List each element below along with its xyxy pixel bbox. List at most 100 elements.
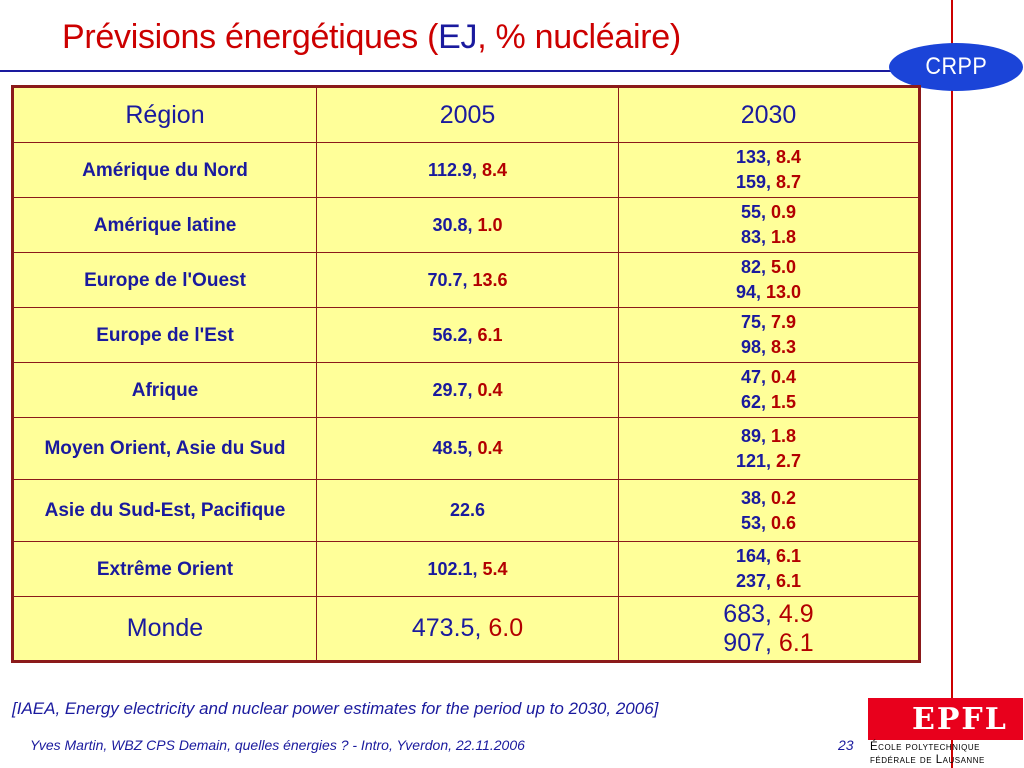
value-line: 907, 6.1	[621, 629, 916, 658]
energy-value: 102.1	[427, 558, 473, 579]
region-cell: Afrique	[12, 362, 317, 418]
value-cell-2030: 133, 8.4 159, 8.7	[618, 142, 920, 198]
value-line: 70.7, 13.6	[319, 268, 616, 293]
energy-value: 907	[723, 628, 766, 657]
value-cell-2005: 56.2, 6.1	[316, 307, 619, 363]
table-row: Amérique latine 30.8, 1.0 55, 0.9 83, 1.8	[12, 197, 920, 253]
energy-value: 98	[740, 337, 761, 357]
nuclear-percent-value: 0.4	[477, 379, 503, 400]
value-separator: ,	[760, 392, 771, 412]
nuclear-percent-value: 6.0	[488, 614, 524, 642]
crpp-logo-text: CRPP	[925, 53, 987, 80]
value-separator: ,	[760, 337, 771, 357]
page-title: Prévisions énergétiques (EJ, % nucléaire…	[62, 18, 681, 57]
epfl-logo: EPFL	[868, 698, 1023, 740]
energy-value: 47	[740, 367, 761, 387]
value-line: 30.8, 1.0	[319, 213, 616, 238]
value-separator: ,	[472, 159, 483, 180]
value-separator: ,	[462, 269, 473, 290]
crpp-logo: CRPP	[889, 43, 1023, 91]
value-line: 683, 4.9	[621, 600, 916, 629]
value-line: 48.5, 0.4	[319, 436, 616, 461]
energy-value: 48.5	[432, 438, 468, 458]
value-cell-2030: 164, 6.1 237, 6.1	[618, 541, 920, 597]
value-line: 38, 0.2	[621, 486, 916, 511]
energy-value: 121	[735, 450, 766, 471]
value-cell-2005: 22.6	[316, 479, 619, 542]
nuclear-percent-value: 6.1	[776, 546, 802, 566]
value-separator: ,	[766, 172, 777, 192]
value-line: 112.9, 8.4	[319, 158, 616, 183]
energy-value: 473.5	[411, 614, 475, 642]
table-row: Europe de l'Est 56.2, 6.1 75, 7.9 98, 8.3	[12, 307, 920, 363]
energy-value: 133	[735, 147, 766, 167]
footer-text: Yves Martin, WBZ CPS Demain, quelles éne…	[30, 737, 525, 753]
nuclear-percent-value: 1.8	[771, 425, 797, 446]
table-row: Asie du Sud-Est, Pacifique 22.6 38, 0.2 53,…	[12, 479, 920, 542]
value-separator: ,	[765, 599, 779, 628]
energy-value: 55	[740, 202, 761, 222]
value-cell-2005: 48.5, 0.4	[316, 417, 619, 480]
table-row: Amérique du Nord 112.9, 8.4 133, 8.4 159, 8…	[12, 142, 920, 198]
value-separator: ,	[760, 487, 771, 508]
title-text-3: )	[669, 18, 681, 56]
region-cell: Europe de l'Ouest	[12, 252, 317, 308]
value-cell-2005: 70.7, 13.6	[316, 252, 619, 308]
nuclear-percent-value: 0.4	[477, 438, 503, 458]
nuclear-percent-value: 6.1	[776, 571, 802, 591]
energy-value: 683	[723, 599, 766, 628]
source-citation: [IAEA, Energy electricity and nuclear po…	[12, 699, 659, 718]
value-line: 102.1, 5.4	[319, 557, 616, 582]
page-number: 23	[838, 737, 854, 753]
value-separator: ,	[766, 546, 777, 566]
energy-value: 82	[740, 257, 761, 277]
nuclear-percent-value: 1.8	[771, 227, 797, 247]
energy-value: 159	[735, 172, 766, 192]
nuclear-percent-value: 5.0	[771, 257, 797, 277]
energy-value: 22.6	[449, 500, 486, 520]
table-header-row: Région 2005 2030	[12, 86, 920, 143]
value-separator: ,	[760, 312, 771, 332]
energy-value: 29.7	[432, 379, 468, 400]
region-cell: Amérique du Nord	[12, 142, 317, 198]
value-line: 53, 0.6	[621, 511, 916, 536]
region-cell: Amérique latine	[12, 197, 317, 253]
value-cell-2005: 112.9, 8.4	[316, 142, 619, 198]
value-line: 83, 1.8	[621, 225, 916, 250]
value-cell-2005: 473.5, 6.0	[316, 596, 619, 662]
table-row: Afrique 29.7, 0.4 47, 0.4 62, 1.5	[12, 362, 920, 418]
value-cell-2005: 102.1, 5.4	[316, 541, 619, 597]
value-separator: ,	[765, 628, 779, 657]
value-line: 159, 8.7	[621, 170, 916, 195]
column-header-region: Région	[12, 86, 317, 143]
title-text-2: , % nucléaire	[477, 18, 670, 56]
title-divider	[0, 70, 930, 72]
value-line: 98, 8.3	[621, 335, 916, 360]
value-line: 473.5, 6.0	[319, 614, 616, 643]
value-separator: ,	[760, 367, 771, 387]
energy-value: 112.9	[427, 159, 472, 180]
energy-value: 70.7	[427, 269, 463, 290]
region-cell: Monde	[12, 596, 317, 662]
value-separator: ,	[467, 379, 478, 400]
energy-value: 83	[740, 227, 761, 247]
table-row: Europe de l'Ouest 70.7, 13.6 82, 5.0 94, 13…	[12, 252, 920, 308]
table-row: Extrême Orient 102.1, 5.4 164, 6.1 237, 6.1	[12, 541, 920, 597]
title-unit-ej: EJ	[438, 18, 478, 56]
region-cell: Moyen Orient, Asie du Sud	[12, 417, 317, 480]
column-header-2005: 2005	[316, 86, 619, 143]
value-line: 82, 5.0	[621, 255, 916, 280]
region-cell: Extrême Orient	[12, 541, 317, 597]
value-line: 55, 0.9	[621, 200, 916, 225]
energy-value: 53	[740, 512, 761, 533]
value-cell-2005: 30.8, 1.0	[316, 197, 619, 253]
region-cell: Europe de l'Est	[12, 307, 317, 363]
nuclear-percent-value: 6.1	[778, 628, 814, 657]
value-line: 22.6	[319, 498, 616, 523]
value-cell-2030: 683, 4.9 907, 6.1	[618, 596, 920, 662]
epfl-name-line-2: fédérale de Lausanne	[870, 754, 985, 766]
value-line: 164, 6.1	[621, 544, 916, 569]
nuclear-percent-value: 0.6	[771, 512, 797, 533]
value-separator: ,	[760, 227, 771, 247]
energy-value: 164	[735, 546, 766, 566]
